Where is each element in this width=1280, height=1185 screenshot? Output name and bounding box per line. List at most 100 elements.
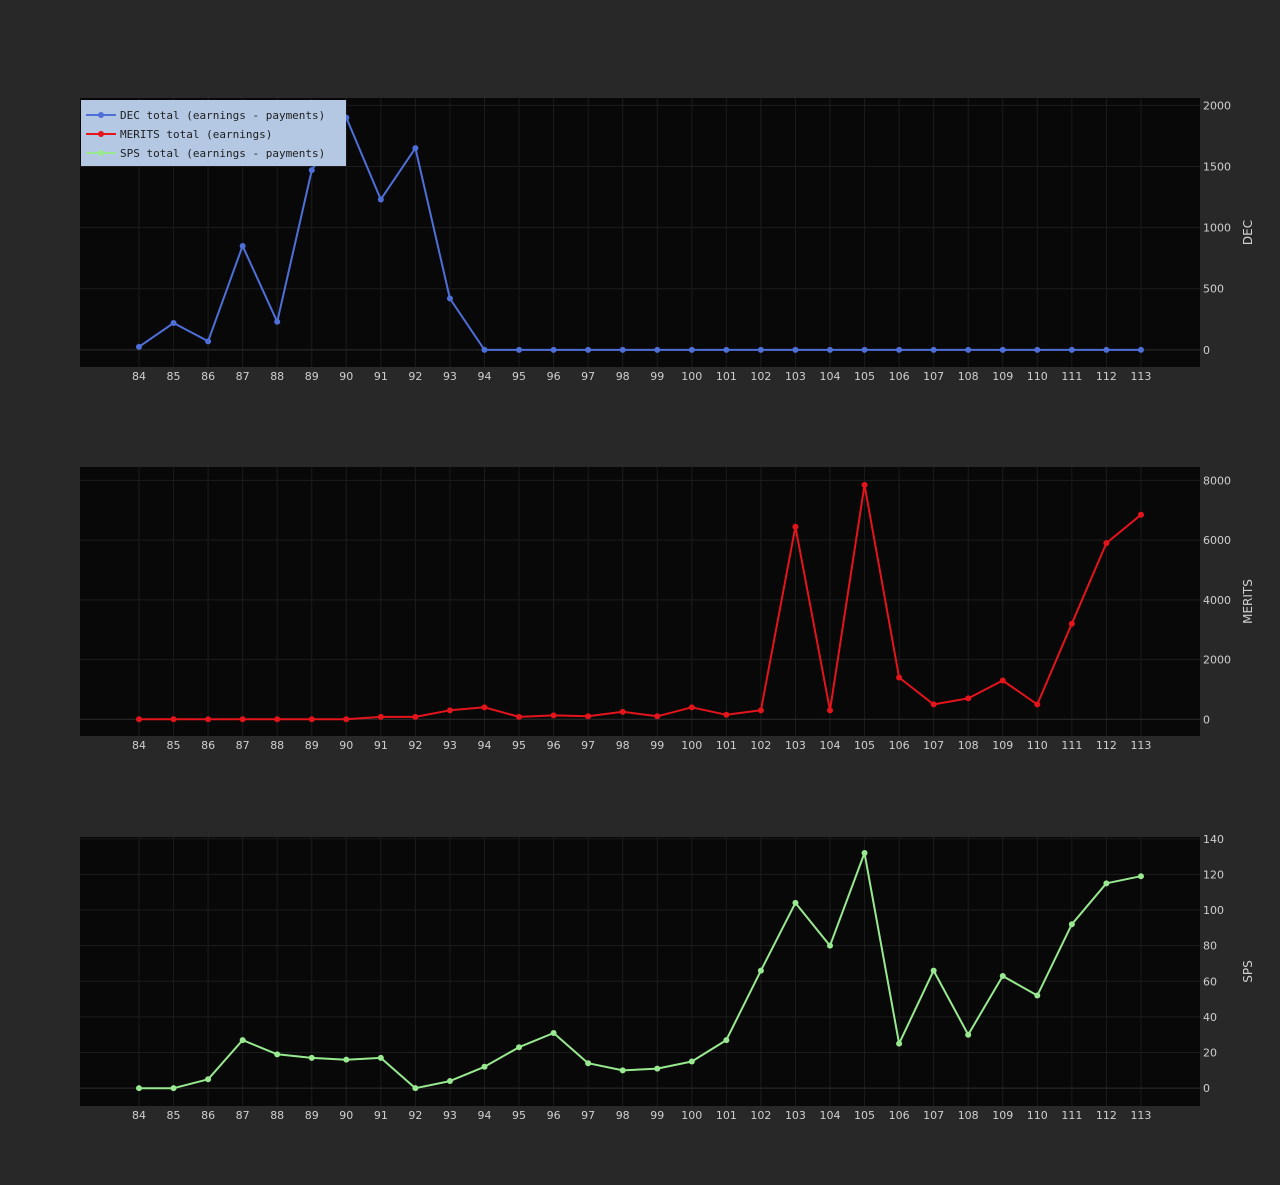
data-point [619,346,626,353]
y-tick-label: 0 [1203,713,1210,726]
legend-item[interactable]: DEC total (earnings - payments) [86,109,325,122]
data-point [792,523,799,530]
data-point [861,850,868,857]
data-point [654,713,661,720]
x-tick-label: 104 [820,739,841,752]
data-point [481,704,488,711]
data-point [965,695,972,702]
data-point [827,707,833,714]
x-tick-label: 91 [374,739,388,752]
x-tick-label: 105 [854,370,875,383]
data-point [446,1078,453,1085]
data-point [827,346,833,353]
chart-panel-sps: 84 85 86 87 88 89 90 91 92 93 94 95 96 97 98 99 100 101 10… [80,833,1255,1122]
x-tick-label: 111 [1061,739,1082,752]
plot-background [80,837,1200,1106]
x-tick-label: 92 [408,739,422,752]
x-tick-label: 108 [958,370,979,383]
x-tick-label: 113 [1130,739,1151,752]
data-point [446,295,453,302]
x-tick-label: 89 [305,370,319,383]
x-tick-label: 109 [992,370,1013,383]
x-tick-label: 106 [889,1109,910,1122]
x-tick-label: 99 [650,1109,664,1122]
x-tick-label: 85 [167,370,181,383]
x-tick-label: 98 [616,370,630,383]
x-tick-label: 95 [512,1109,526,1122]
x-tick-label: 101 [716,370,737,383]
x-tick-label: 96 [547,739,561,752]
data-point [1137,346,1144,353]
x-tick-label: 99 [650,370,664,383]
x-tick-label: 102 [750,1109,771,1122]
data-point [1137,511,1144,518]
data-point [1068,620,1075,627]
y-tick-label: 8000 [1203,474,1231,487]
y-tick-label: 2000 [1203,99,1231,112]
x-tick-label: 100 [681,370,702,383]
data-point [999,677,1006,684]
data-point [930,346,937,353]
x-tick-label: 110 [1027,1109,1048,1122]
legend-marker [98,131,104,137]
data-point [688,704,695,711]
data-point [308,167,315,174]
data-point [723,346,730,353]
series-line [139,852,1142,1090]
x-tick-label: 84 [132,739,146,752]
data-point [377,713,384,720]
data-point [239,242,246,249]
y-axis-title: DEC [1241,220,1255,245]
x-tick-label: 94 [478,370,492,383]
y-tick-label: 120 [1203,868,1224,881]
x-tick-label: 112 [1096,1109,1117,1122]
data-point [585,346,592,353]
x-tick-label: 86 [201,370,215,383]
series-line [139,483,1142,721]
chart-panel-merits: 84 85 86 87 88 89 90 91 92 93 94 95 96 97 98 99 100 101 10… [80,467,1255,752]
legend-item[interactable]: MERITS total (earnings) [86,128,272,141]
data-point [170,319,177,326]
legend-label: DEC total (earnings - payments) [120,109,325,122]
x-tick-label: 107 [923,370,944,383]
x-tick-label: 95 [512,370,526,383]
x-tick-label: 93 [443,370,457,383]
x-tick-label: 110 [1027,739,1048,752]
data-point [999,972,1006,979]
x-tick-label: 97 [581,370,595,383]
y-tick-label: 80 [1203,940,1217,953]
x-tick-label: 112 [1096,370,1117,383]
data-point [965,1031,972,1038]
data-point [516,713,523,720]
data-point [205,1076,212,1083]
data-point [1034,346,1041,353]
x-tick-label: 85 [167,739,181,752]
data-point [1034,992,1041,999]
data-point [723,711,730,718]
x-tick-label: 104 [820,370,841,383]
x-tick-label: 110 [1027,370,1048,383]
x-tick-label: 90 [339,739,353,752]
x-tick-label: 113 [1130,1109,1151,1122]
data-point [688,346,695,353]
x-tick-label: 84 [132,370,146,383]
x-tick-label: 88 [270,739,284,752]
x-tick-label: 85 [167,1109,181,1122]
x-tick-label: 87 [236,370,250,383]
x-tick-label: 87 [236,739,250,752]
legend-item[interactable]: SPS total (earnings - payments) [86,147,325,160]
x-tick-label: 101 [716,1109,737,1122]
data-point [136,343,142,350]
x-tick-label: 107 [923,1109,944,1122]
data-point [136,1085,142,1092]
data-point [896,1040,903,1047]
data-point [1103,880,1110,887]
x-tick-label: 102 [750,370,771,383]
x-tick-label: 93 [443,739,457,752]
data-point [481,346,488,353]
y-tick-label: 1000 [1203,222,1231,235]
x-tick-label: 108 [958,739,979,752]
data-point [792,346,799,353]
x-tick-label: 96 [547,370,561,383]
data-point [308,1054,315,1061]
